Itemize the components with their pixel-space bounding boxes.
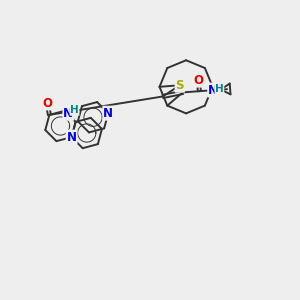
Text: O: O [42, 97, 52, 110]
Text: N: N [103, 107, 113, 120]
Text: N: N [67, 130, 76, 144]
Text: O: O [194, 74, 203, 87]
Text: S: S [176, 79, 184, 92]
Text: H: H [70, 105, 79, 115]
Text: N: N [208, 84, 218, 97]
Text: H: H [215, 84, 224, 94]
Text: N: N [63, 107, 73, 120]
